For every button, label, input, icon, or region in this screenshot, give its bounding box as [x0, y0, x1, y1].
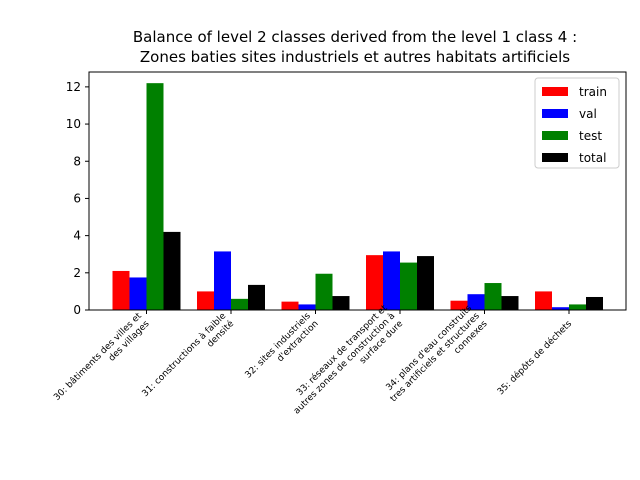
x-tick-label: 30: bâtiments des villes etdes villages — [52, 311, 152, 411]
y-tick-label: 6 — [73, 191, 81, 205]
bar-total — [417, 256, 434, 310]
bar-test — [569, 304, 586, 310]
y-tick-label: 0 — [73, 303, 81, 317]
bar-val — [298, 304, 316, 310]
bar-train — [366, 255, 383, 310]
bar-test — [400, 262, 417, 310]
y-tick-label: 10 — [66, 117, 81, 131]
chart-title-line: Balance of level 2 classes derived from … — [133, 28, 577, 46]
legend-swatch-test — [542, 131, 568, 140]
legend-swatch-train — [542, 87, 568, 96]
bar-train — [197, 291, 214, 310]
bar-val — [383, 251, 400, 310]
legend-swatch-total — [542, 153, 568, 162]
bar-train — [535, 291, 552, 310]
legend-swatch-val — [542, 109, 568, 118]
legend-box — [534, 77, 620, 169]
bar-total — [586, 296, 603, 310]
x-tick-label: 35: dépôts de déchets — [495, 318, 574, 397]
bar-train — [112, 270, 130, 310]
bar-val — [129, 277, 147, 310]
chart-title: Balance of level 2 classes derived from … — [133, 28, 577, 66]
bar-train — [450, 300, 468, 310]
legend-label-test: test — [579, 129, 602, 143]
bar-val — [214, 251, 231, 310]
x-axis: 30: bâtiments des villes etdes villages3… — [52, 302, 574, 416]
axes-frame — [88, 71, 627, 311]
bars — [112, 83, 603, 310]
legend: train val test total — [534, 77, 620, 169]
legend-label-train: train — [579, 85, 607, 99]
bar-test — [231, 298, 248, 310]
bar-total — [248, 284, 265, 310]
bar-test — [146, 83, 164, 310]
bar-total — [332, 296, 350, 310]
bar-total — [163, 231, 181, 310]
bar-val — [552, 307, 569, 310]
y-axis: 0 2 4 6 8 10 12 — [66, 80, 89, 317]
legend-label-total: total — [579, 151, 606, 165]
chart-title-line: Zones baties sites industriels et autres… — [140, 48, 570, 66]
legend-label-val: val — [579, 107, 597, 121]
bar-train — [281, 301, 299, 310]
y-tick-label: 8 — [73, 154, 81, 168]
bar-total — [501, 296, 519, 310]
bar-val — [467, 294, 485, 310]
y-tick-label: 12 — [66, 80, 81, 94]
bar-test — [484, 283, 502, 310]
y-tick-label: 2 — [73, 266, 81, 280]
y-tick-label: 4 — [73, 229, 81, 243]
x-tick-label: 31: constructions à faibledensité — [141, 311, 237, 407]
bar-test — [315, 273, 333, 310]
